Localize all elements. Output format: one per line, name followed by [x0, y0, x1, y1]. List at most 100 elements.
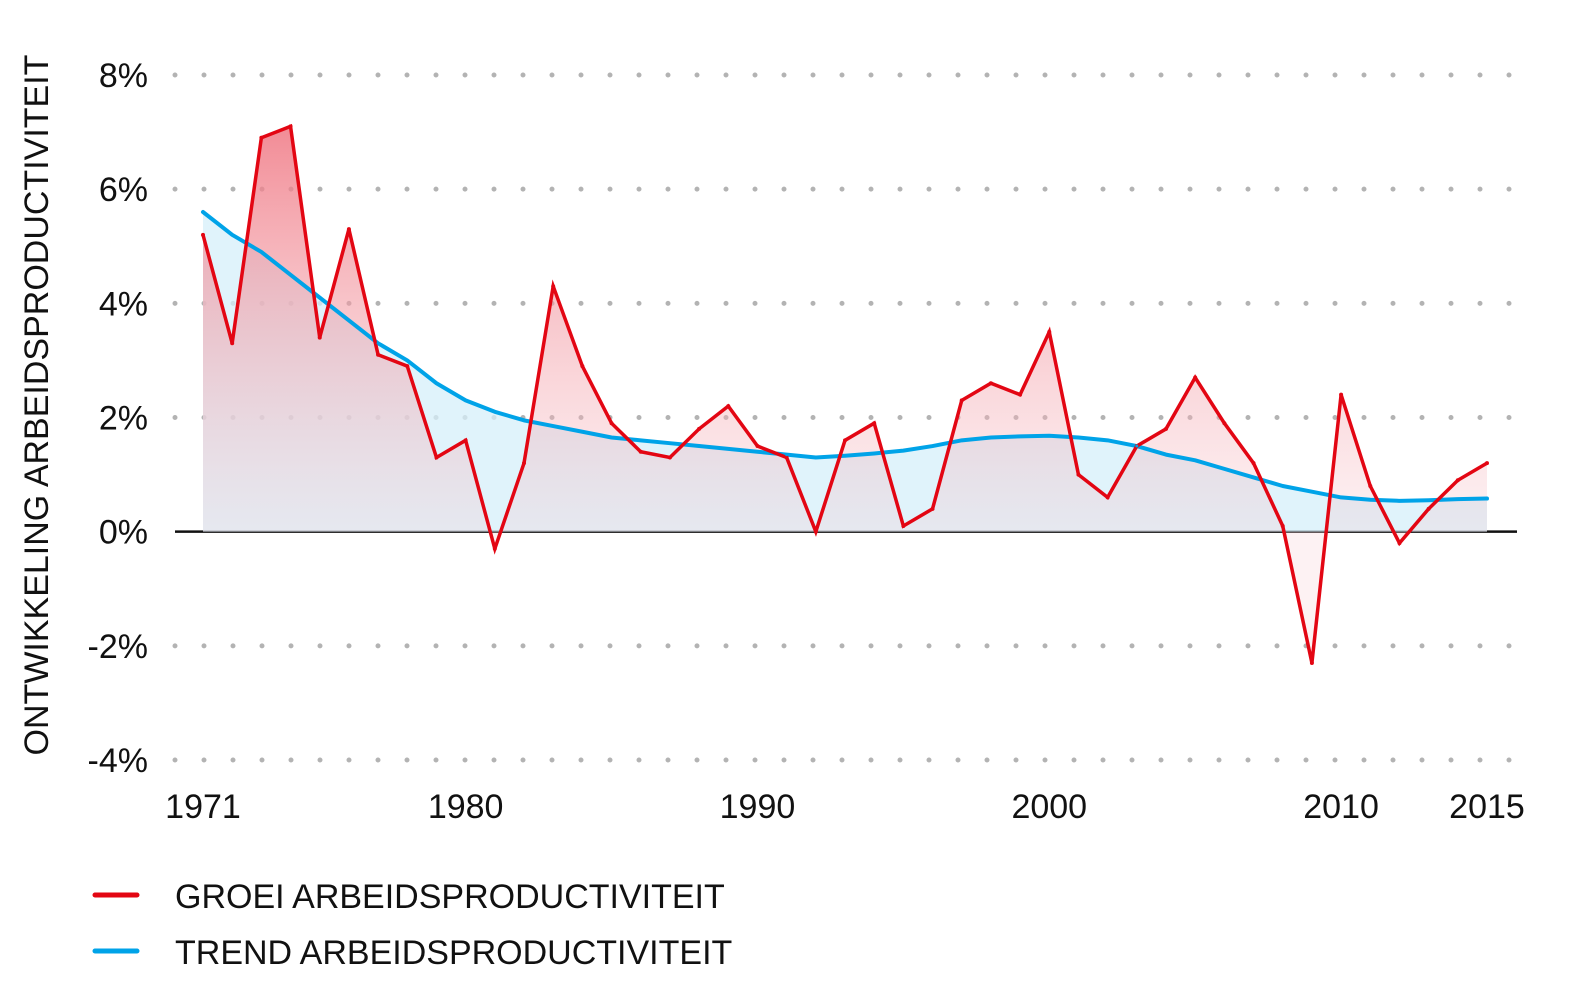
y-tick-label: -4%: [88, 742, 148, 780]
growth-point: [259, 135, 264, 140]
trend-point: [551, 424, 555, 428]
trend-point: [1368, 498, 1372, 502]
trend-point: [814, 455, 818, 459]
trend-point: [1164, 453, 1168, 457]
growth-point: [1339, 392, 1344, 397]
trend-point: [610, 435, 614, 439]
growth-point: [580, 364, 585, 369]
growth-point: [1193, 375, 1198, 380]
trend-point: [1018, 434, 1022, 438]
growth-point: [1397, 541, 1402, 546]
x-tick-label: 1980: [428, 788, 504, 826]
x-tick-label: 1971: [165, 788, 241, 826]
growth-point: [1368, 484, 1373, 488]
trend-point: [201, 210, 205, 214]
trend-point: [1485, 497, 1489, 501]
growth-point: [434, 455, 439, 460]
growth-point: [1426, 506, 1431, 511]
legend-label-growth: GROEI ARBEIDSPRODUCTIVITEIT: [175, 878, 725, 916]
trend-area: [203, 212, 1487, 532]
trend-point: [872, 451, 876, 455]
trend-point: [434, 381, 438, 385]
growth-point: [1455, 478, 1460, 483]
trend-point: [1222, 467, 1226, 471]
trend-point: [580, 430, 584, 434]
trend-point: [1193, 458, 1197, 462]
y-axis-ticks: 8% 6% 4% 2% 0% -2% -4%: [88, 57, 148, 780]
trend-point: [1281, 484, 1285, 488]
trend-point: [1135, 444, 1139, 448]
trend-point: [639, 438, 643, 442]
growth-point: [1280, 523, 1285, 528]
series-lines: [201, 123, 1489, 665]
legend-label-trend: TREND ARBEIDSPRODUCTIVITEIT: [175, 934, 732, 972]
trend-point: [901, 449, 905, 453]
x-axis-ticks: 1971 1980 1990 2000 2010 2015: [165, 788, 1525, 826]
growth-point: [230, 341, 235, 346]
x-tick-label: 2015: [1449, 788, 1525, 826]
trend-point: [318, 296, 322, 300]
growth-point: [492, 546, 497, 551]
trend-point: [785, 453, 789, 457]
growth-point: [288, 124, 293, 129]
growth-area: [203, 126, 1487, 663]
growth-point: [405, 364, 410, 369]
growth-point: [755, 444, 760, 449]
x-tick-label: 2010: [1303, 788, 1379, 826]
trend-point: [755, 450, 759, 454]
trend-point: [464, 398, 468, 402]
trend-point: [230, 233, 234, 237]
y-axis-title: ONTWIKKELING ARBEIDSPRODUCTIVITEIT: [18, 55, 56, 756]
growth-point: [1105, 495, 1110, 500]
y-tick-label: 8%: [99, 57, 148, 95]
trend-point: [1076, 435, 1080, 439]
trend-point: [843, 454, 847, 458]
growth-point: [1222, 421, 1227, 426]
growth-point: [522, 461, 526, 466]
growth-point: [959, 398, 964, 403]
trend-point: [1456, 497, 1460, 501]
area-fills: [203, 126, 1487, 663]
legend: GROEI ARBEIDSPRODUCTIVITEIT TREND ARBEID…: [92, 878, 732, 972]
trend-point: [1397, 499, 1401, 503]
trend-point: [1339, 495, 1343, 499]
y-tick-label: 0%: [99, 514, 148, 552]
growth-point: [1047, 329, 1052, 334]
growth-point: [843, 438, 847, 443]
trend-point: [347, 318, 351, 322]
growth-point: [988, 381, 993, 386]
trend-point: [1310, 490, 1314, 494]
trend-point: [259, 250, 263, 254]
trend-point: [405, 358, 409, 362]
growth-point: [1076, 472, 1081, 477]
growth-point: [1309, 660, 1314, 665]
growth-point: [346, 227, 351, 232]
trend-point: [493, 410, 497, 414]
growth-point: [317, 335, 322, 340]
growth-point: [930, 506, 935, 511]
trend-point: [1427, 498, 1431, 502]
trend-point: [376, 341, 380, 345]
x-tick-label: 2000: [1011, 788, 1087, 826]
growth-point: [667, 455, 672, 460]
growth-point: [1251, 461, 1256, 466]
growth-point: [551, 284, 556, 289]
trend-point: [668, 441, 672, 445]
growth-point: [201, 232, 205, 237]
trend-point: [726, 447, 730, 451]
y-tick-label: 4%: [99, 285, 148, 323]
trend-point: [989, 435, 993, 439]
growth-point: [609, 421, 614, 426]
growth-point: [901, 523, 906, 528]
trend-point: [931, 444, 935, 448]
trend-point: [1252, 475, 1256, 479]
trend-point: [522, 418, 526, 422]
trend-point: [1047, 434, 1051, 438]
x-tick-label: 1990: [720, 788, 796, 826]
growth-point: [1485, 461, 1489, 466]
growth-point: [726, 404, 731, 409]
growth-point: [638, 449, 643, 454]
growth-point: [813, 529, 818, 534]
trend-point: [1106, 438, 1110, 442]
